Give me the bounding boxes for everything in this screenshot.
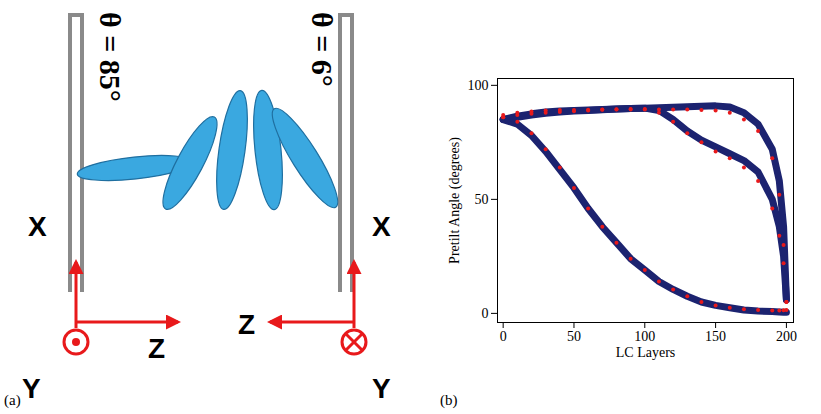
svg-text:100: 100 [634, 329, 655, 344]
html-text:(a): (a) [4, 392, 21, 408]
svg-text:Pretilt Angle (degrees): Pretilt Angle (degrees) [447, 137, 463, 264]
svg-text:200: 200 [776, 329, 797, 344]
svg-text:Y: Y [372, 373, 391, 404]
svg-text:LC Layers: LC Layers [616, 345, 675, 360]
svg-text:50: 50 [567, 329, 581, 344]
svg-text:0: 0 [482, 306, 489, 321]
svg-text:θ = 85°: θ = 85° [94, 12, 127, 102]
svg-text:Y: Y [22, 373, 41, 404]
svg-text:X: X [28, 211, 47, 242]
html-text:(b): (b) [440, 392, 458, 408]
svg-text:Z: Z [238, 309, 255, 340]
svg-text:50: 50 [475, 192, 489, 207]
svg-text:X: X [372, 211, 391, 242]
svg-text:0: 0 [500, 329, 507, 344]
svg-text:100: 100 [468, 78, 489, 93]
svg-text:Z: Z [148, 333, 165, 364]
svg-text:θ = 6°: θ = 6° [306, 12, 339, 87]
svg-text:150: 150 [705, 329, 726, 344]
